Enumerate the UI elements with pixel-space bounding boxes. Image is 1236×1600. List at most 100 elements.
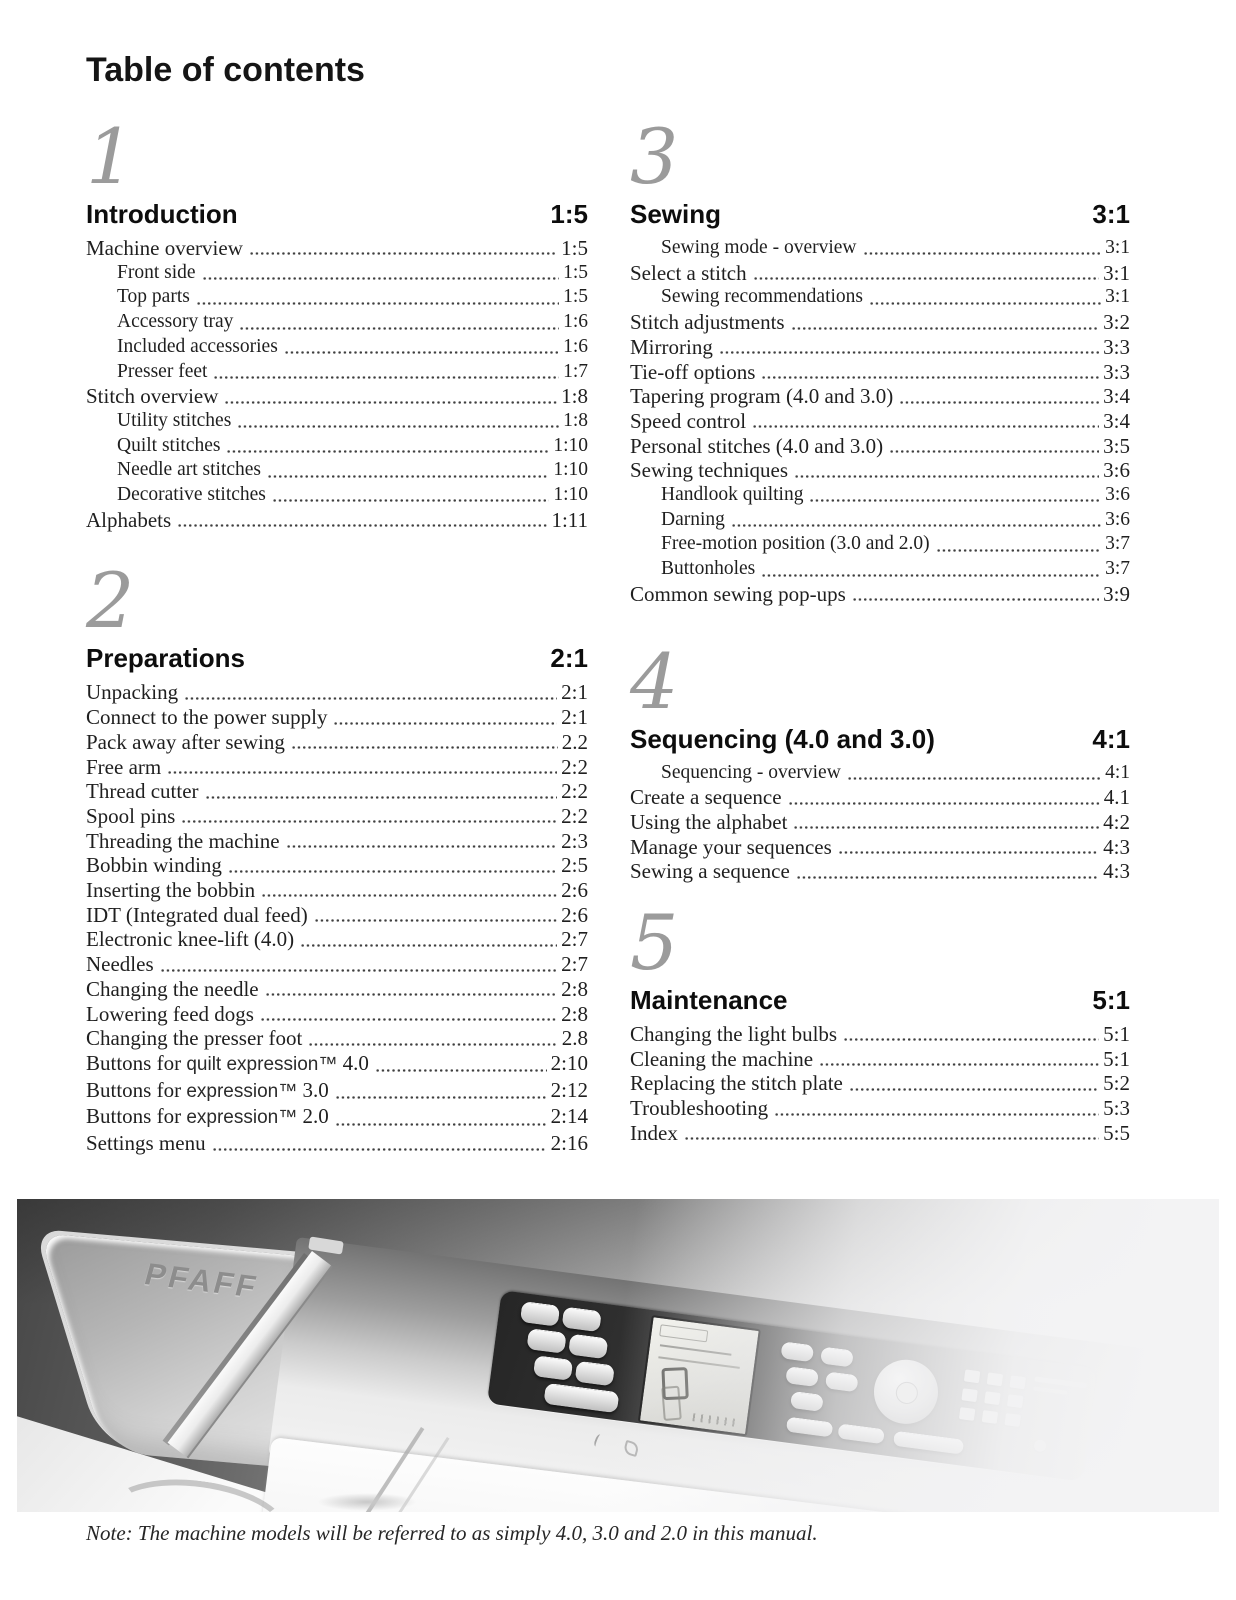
toc-entry-page-number: 1:10 bbox=[553, 459, 588, 481]
toc-entry: Spool pins 2:2 bbox=[86, 803, 588, 829]
toc-entry: Alphabets 1:11 bbox=[86, 507, 588, 533]
dot-leader bbox=[848, 1071, 1100, 1097]
dot-leader bbox=[201, 260, 560, 286]
toc-entry-page-number: 1:7 bbox=[563, 360, 588, 382]
dot-leader bbox=[793, 809, 1100, 835]
toc-entry-label: Presser feet bbox=[117, 360, 208, 382]
toc-entry-label: Connect to the power supply bbox=[86, 705, 328, 730]
panel-button bbox=[567, 1333, 609, 1360]
toc-entry-label: Changing the light bulbs bbox=[630, 1022, 838, 1047]
toc-entry-page-number: 2:16 bbox=[550, 1131, 588, 1156]
section-title: Sewing bbox=[630, 199, 722, 229]
dot-leader bbox=[239, 310, 560, 335]
toc-entry-label: Cleaning the machine bbox=[630, 1046, 814, 1071]
toc-entry-label: Handlook quilting bbox=[661, 484, 804, 506]
toc-entry-label: Manage your sequences bbox=[630, 834, 832, 859]
toc-entry-page-number: 3:9 bbox=[1103, 581, 1130, 606]
dot-leader bbox=[809, 483, 1102, 508]
toc-entry-page-number: 1:10 bbox=[553, 434, 588, 456]
dot-leader bbox=[935, 532, 1102, 558]
toc-entry: Thread cutter 2:2 bbox=[86, 779, 588, 804]
toc-entry: Tie-off options 3:3 bbox=[630, 359, 1130, 385]
toc-entry: Personal stitches (4.0 and 3.0) 3:5 bbox=[630, 433, 1130, 459]
toc-entry-label: Machine overview bbox=[86, 236, 243, 260]
panel-key bbox=[986, 1372, 1004, 1387]
toc-entry-page-number: 3:5 bbox=[1103, 433, 1130, 458]
section-number: 3 bbox=[630, 112, 679, 201]
dot-leader bbox=[261, 878, 558, 903]
toc-entry: Mirroring 3:3 bbox=[630, 334, 1130, 360]
panel-model-print bbox=[1033, 1386, 1068, 1395]
dot-leader bbox=[285, 828, 558, 854]
toc-entry: Pack away after sewing 2.2 bbox=[86, 729, 588, 755]
toc-entry: Index 5:5 bbox=[630, 1120, 1130, 1146]
toc-entry-page-number: 5:1 bbox=[1103, 1046, 1130, 1071]
panel-button bbox=[824, 1371, 859, 1393]
dot-leader bbox=[300, 927, 558, 953]
toc-entry: Settings menu 2:16 bbox=[86, 1131, 588, 1156]
toc-entry-label: IDT (Integrated dual feed) bbox=[86, 902, 308, 927]
machine-photo: PFAFF bbox=[17, 1199, 1219, 1512]
footnote: Note: The machine models will be referre… bbox=[86, 1521, 818, 1545]
toc-entry-label: Buttons for expression™ 3.0 bbox=[86, 1077, 329, 1102]
toc-entry-label: Free arm bbox=[86, 754, 162, 779]
toc-entry-label: Replacing the stitch plate bbox=[630, 1071, 843, 1096]
toc-entry-label: Buttons for quilt expression™ 4.0 bbox=[86, 1050, 369, 1075]
toc-entry-page-number: 1:10 bbox=[553, 484, 588, 506]
dot-leader bbox=[334, 1104, 547, 1132]
dot-leader bbox=[819, 1046, 1100, 1072]
toc-entry-page-number: 4.1 bbox=[1103, 785, 1130, 810]
dot-leader bbox=[226, 433, 550, 459]
toc-entry: Tapering program (4.0 and 3.0) 3:4 bbox=[630, 384, 1130, 409]
toc-entry-label: Included accessories bbox=[117, 335, 278, 357]
toc-entry-page-number: 2:2 bbox=[561, 803, 588, 828]
panel-key bbox=[981, 1410, 999, 1424]
toc-entry-page-number: 2:8 bbox=[561, 1001, 588, 1026]
toc-entry-page-number: 2:7 bbox=[561, 952, 588, 977]
dot-leader bbox=[761, 359, 1100, 385]
panel-key bbox=[1004, 1413, 1021, 1427]
panel-key bbox=[1006, 1394, 1024, 1409]
dot-leader bbox=[271, 483, 550, 508]
toc-entry-page-number: 5:5 bbox=[1103, 1120, 1130, 1145]
toc-entry: Buttons for expression™ 3.0 2:12 bbox=[86, 1077, 588, 1105]
section-page-number: 5:1 bbox=[1092, 985, 1130, 1016]
toc-entry-page-number: 4:1 bbox=[1105, 761, 1130, 783]
toc-entry: Needle art stitches 1:10 bbox=[86, 458, 588, 484]
toc-entry-page-number: 3:7 bbox=[1105, 533, 1130, 555]
dot-leader bbox=[774, 1096, 1100, 1121]
toc-entry: Needles 2:7 bbox=[86, 952, 588, 977]
toc-entry: Free-motion position (3.0 and 2.0) 3:7 bbox=[630, 532, 1130, 558]
machine-control-panel bbox=[486, 1290, 1097, 1482]
toc-entry-page-number: 2.8 bbox=[561, 1026, 588, 1051]
toc-entry-label: Using the alphabet bbox=[630, 809, 788, 834]
section-page-number: 2:1 bbox=[550, 643, 588, 674]
toc-entry-page-number: 3:6 bbox=[1105, 508, 1130, 530]
dot-leader bbox=[237, 408, 560, 434]
toc-entry-page-number: 3:1 bbox=[1105, 237, 1130, 258]
toc-entry-label: Index bbox=[630, 1120, 678, 1145]
toc-entry-page-number: 5:2 bbox=[1103, 1071, 1130, 1096]
section-number: 2 bbox=[86, 556, 135, 646]
dot-leader bbox=[159, 952, 558, 977]
dot-leader bbox=[283, 334, 560, 360]
dot-leader bbox=[843, 1022, 1100, 1047]
toc-entry: IDT (Integrated dual feed) 2:6 bbox=[86, 902, 588, 928]
toc-entry: Stitch adjustments 3:2 bbox=[630, 310, 1130, 335]
toc-entry-page-number: 2:6 bbox=[561, 878, 588, 903]
toc-entry-page-number: 2:8 bbox=[561, 976, 588, 1001]
toc-entry-label: Troubleshooting bbox=[630, 1096, 769, 1121]
panel-lcd-screen bbox=[637, 1314, 761, 1437]
toc-entry-label: Mirroring bbox=[630, 334, 713, 359]
toc-entry-page-number: 2:14 bbox=[550, 1104, 588, 1129]
toc-entry: Inserting the bobbin 2:6 bbox=[86, 878, 588, 903]
toc-entry-page-number: 3:4 bbox=[1103, 384, 1130, 409]
dot-leader bbox=[259, 1001, 558, 1027]
dot-leader bbox=[195, 285, 560, 311]
toc-entry-label: Inserting the bobbin bbox=[86, 878, 256, 903]
dot-leader bbox=[374, 1050, 547, 1078]
panel-model-print bbox=[1034, 1376, 1087, 1389]
toc-entry-label: Needles bbox=[86, 952, 154, 977]
toc-entry-page-number: 3:1 bbox=[1105, 286, 1130, 308]
